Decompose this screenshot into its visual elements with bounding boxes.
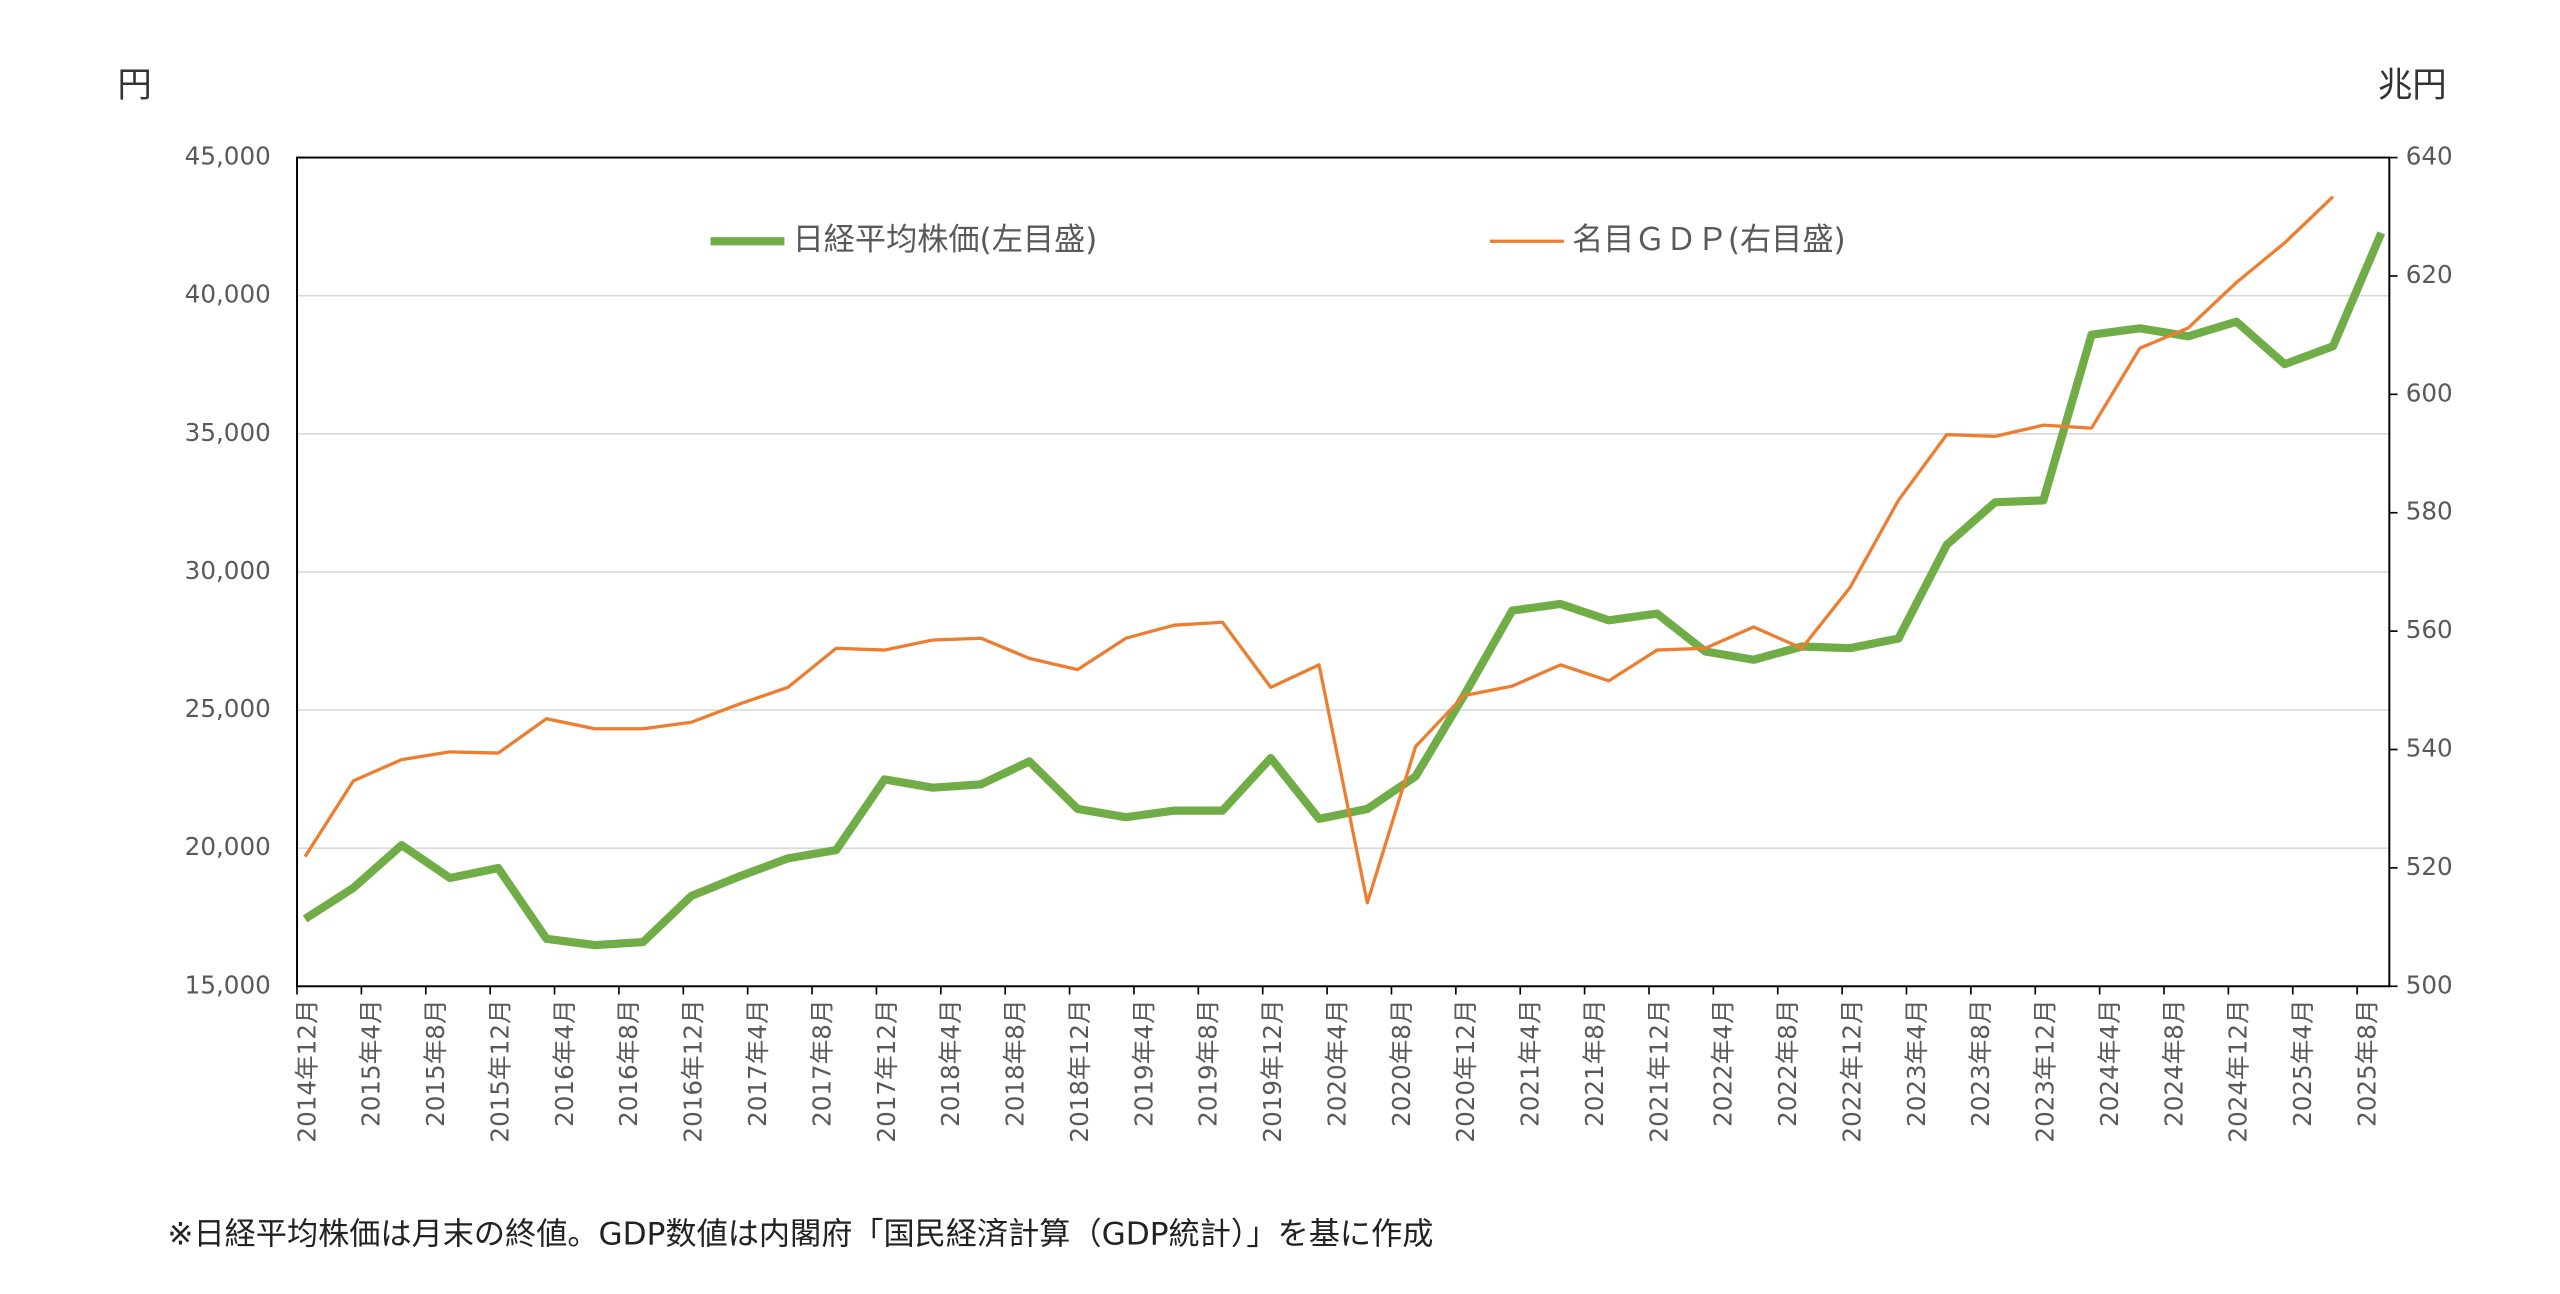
x-tick-label: 2018年12月 [1065,999,1094,1142]
y-tick-label: 45,000 [185,142,271,171]
x-tick-label: 2024年12月 [2224,999,2253,1142]
x-tick-label: 2016年12月 [679,999,708,1142]
y-tick-label: 20,000 [185,832,271,861]
x-tick-label: 2017年8月 [807,999,836,1127]
x-tick-label: 2021年8月 [1580,999,1609,1127]
x-tick-label: 2019年8月 [1194,999,1223,1127]
legend-label: 日経平均株価(左目盛) [793,222,1098,258]
y2-tick-label: 640 [2406,142,2453,171]
x-tick-label: 2024年4月 [2095,999,2124,1127]
x-tick-label: 2015年8月 [421,999,450,1127]
x-tick-label: 2020年12月 [1451,999,1480,1142]
x-tick-label: 2023年4月 [1902,999,1931,1127]
y2-tick-label: 600 [2406,378,2453,407]
y2-tick-label: 580 [2406,497,2453,526]
x-tick-label: 2022年4月 [1709,999,1738,1127]
y2-tick-label: 500 [2406,970,2453,999]
y2-tick-label: 620 [2406,260,2453,289]
x-tick-label: 2020年8月 [1387,999,1416,1127]
x-tick-label: 2019年4月 [1129,999,1158,1127]
x-tick-label: 2024年8月 [2159,999,2188,1127]
x-tick-label: 2014年12月 [292,999,321,1142]
x-tick-label: 2016年4月 [550,999,579,1127]
x-tick-label: 2021年4月 [1516,999,1545,1127]
y-tick-label: 40,000 [185,280,271,309]
legend-label: 名目ＧＤＰ(右目盛) [1572,222,1846,258]
x-tick-label: 2017年12月 [872,999,901,1142]
x-tick-label: 2025年4月 [2288,999,2317,1127]
y2-axis-label: 兆円 [2378,66,2447,106]
x-tick-label: 2015年12月 [485,999,514,1142]
x-tick-label: 2018年8月 [1001,999,1030,1127]
y-axis-label: 円 [117,66,151,106]
data-line [302,231,2386,950]
x-tick-label: 2023年8月 [1966,999,1995,1127]
y-tick-label: 15,000 [185,970,271,999]
x-tick-label: 2023年12月 [2031,999,2060,1142]
x-tick-label: 2022年8月 [1773,999,1802,1127]
x-tick-label: 2018年4月 [936,999,965,1127]
x-tick-label: 2017年4月 [743,999,772,1127]
y2-tick-label: 520 [2406,852,2453,881]
x-tick-label: 2015年4月 [357,999,386,1127]
data-line [303,195,2335,905]
y-tick-label: 35,000 [185,418,271,447]
x-tick-label: 2021年12月 [1644,999,1673,1142]
y-tick-label: 25,000 [185,694,271,723]
plot-frame [296,156,2391,988]
x-tick-label: 2016年8月 [614,999,643,1127]
x-tick-label: 2020年4月 [1322,999,1351,1127]
y2-tick-label: 540 [2406,734,2453,763]
x-tick-label: 2025年8月 [2352,999,2381,1127]
y2-tick-label: 560 [2406,615,2453,644]
footnote: ※日経平均株価は月末の終値。GDP数値は内閣府「国民経済計算（GDP統計）」を基… [167,1217,1433,1253]
y-tick-label: 30,000 [185,556,271,585]
x-tick-label: 2019年12月 [1258,999,1287,1142]
x-tick-label: 2022年12月 [1837,999,1866,1142]
